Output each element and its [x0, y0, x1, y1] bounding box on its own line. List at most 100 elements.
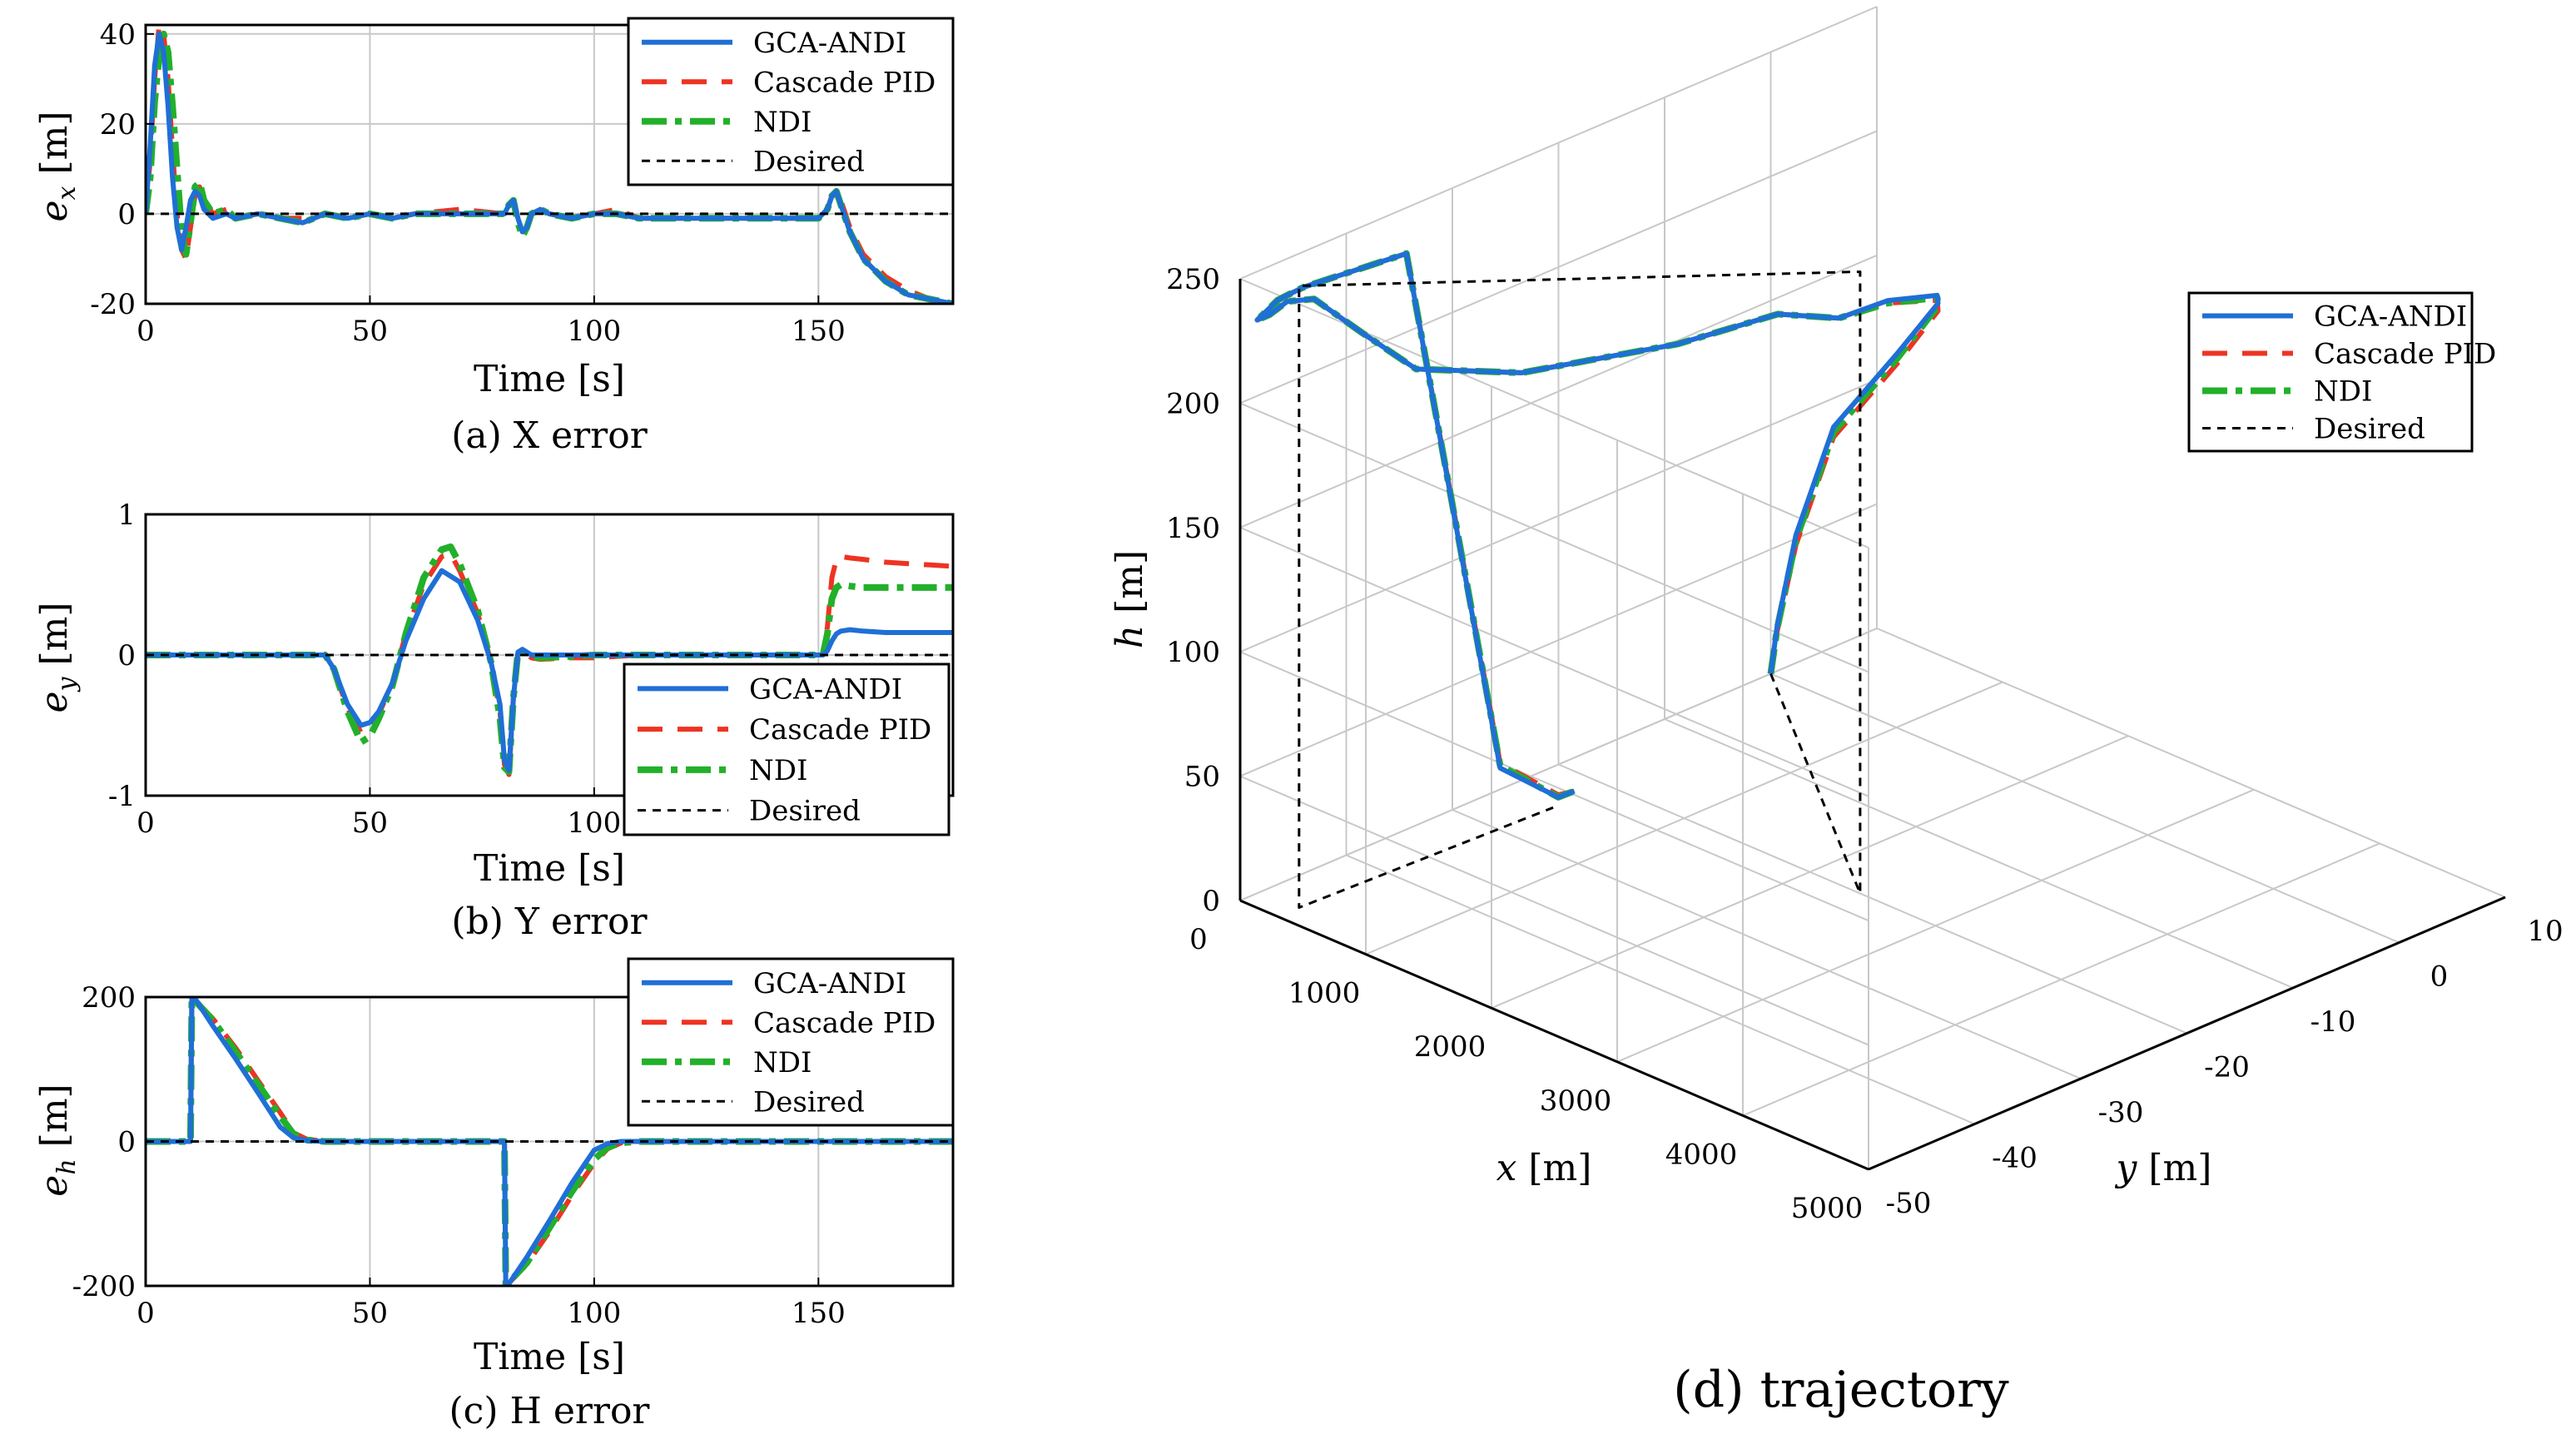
xtick-label: 100	[567, 806, 621, 840]
ytick-label-3d: -40	[1992, 1142, 2037, 1175]
grid-wall-yz	[1239, 6, 1878, 280]
series-line-gca-andi	[146, 31, 953, 304]
ytick-label: 20	[100, 108, 136, 141]
caption-x-error: (a) X error	[451, 414, 648, 457]
ytick-label: 40	[100, 18, 136, 52]
grid-wall-yz	[1239, 254, 1878, 528]
grid-wall-xz	[1239, 651, 1869, 922]
series-line-gca-andi	[146, 568, 953, 773]
legend-label: GCA-ANDI	[749, 672, 902, 706]
xtick-label: 50	[352, 806, 388, 840]
series-lines-h-error	[146, 997, 953, 1286]
legend-box	[2187, 291, 2474, 453]
grid-floor-y	[1770, 672, 2400, 944]
grid-wall-xz	[1239, 775, 1869, 1046]
legend-label: NDI	[749, 754, 807, 787]
ylabel-y-error: ey [m]	[33, 602, 82, 712]
caption-h-error: (c) H error	[449, 1390, 651, 1432]
xtick-label: 100	[567, 1297, 621, 1330]
ytick-label-3d: -50	[1886, 1187, 1932, 1220]
ztick-label-3d: 100	[1166, 636, 1220, 669]
grid-floor-y	[1664, 718, 2294, 989]
grid-wall-yz	[1239, 130, 1878, 404]
xtick-label: 0	[136, 315, 155, 348]
xtick-label: 150	[792, 315, 846, 348]
grid-wall-xz	[1239, 526, 1869, 797]
legend-label: GCA-ANDI	[753, 967, 906, 1000]
ztick-label-3d: 200	[1166, 387, 1220, 420]
grid-wall-yz	[1239, 379, 1878, 653]
legend-x-error: GCA-ANDI Cascade PID NDI Desired	[627, 17, 955, 186]
legend-box	[623, 662, 950, 836]
series-lines-x-error	[146, 25, 953, 304]
xtick-label: 0	[136, 806, 155, 840]
legend-label: NDI	[2314, 375, 2372, 409]
grid-wall-yz	[1239, 503, 1878, 777]
zlabel-3d: h [m]	[1109, 550, 1151, 648]
ytick-label-3d: -20	[2204, 1051, 2250, 1084]
xtick-label: 100	[567, 315, 621, 348]
ytick-label: -20	[90, 288, 136, 321]
legend-label: GCA-ANDI	[2314, 300, 2467, 334]
xtick-label: 50	[352, 1297, 388, 1330]
axis-x-line	[1239, 899, 1869, 1171]
ytick-label: -200	[72, 1270, 136, 1303]
xlabel-y-error: Time [s]	[474, 847, 625, 890]
ytick-label-3d: 0	[2430, 960, 2449, 994]
xtick-label: 0	[136, 1297, 155, 1330]
ytick-label-3d: -10	[2310, 1005, 2356, 1039]
grid-floor-y	[1876, 628, 2506, 898]
xtick-label-3d: 1000	[1288, 977, 1361, 1010]
ztick-label-3d: 0	[1202, 885, 1220, 918]
xtick-label-3d: 0	[1189, 923, 1208, 956]
trajectory-ndi	[1253, 250, 1942, 801]
legend-trajectory: GCA-ANDI Cascade PID NDI Desired	[2187, 291, 2496, 453]
axis-y-line	[1868, 896, 2506, 1171]
ytick-label: 0	[117, 639, 136, 672]
legend-label: Desired	[2314, 413, 2425, 446]
legend-label: Cascade PID	[2314, 338, 2496, 371]
ztick-label-3d: 50	[1184, 761, 1220, 794]
legend-label: Desired	[753, 145, 865, 178]
xlabel-x-error: Time [s]	[474, 358, 625, 400]
trajectory-gca-andi	[1254, 251, 1941, 800]
ytick-label: 0	[117, 1126, 136, 1159]
xtick-label: 50	[352, 315, 388, 348]
trajectory-desired	[1298, 270, 1862, 909]
xtick-label-3d: 3000	[1540, 1084, 1612, 1118]
series-lines-3d	[1253, 250, 1942, 909]
ytick-label-3d: -30	[2098, 1096, 2144, 1129]
ytick-label-3d: 10	[2527, 915, 2563, 948]
legend-y-error: GCA-ANDI Cascade PID NDI Desired	[623, 662, 950, 836]
legend-label: Cascade PID	[753, 66, 936, 99]
legend-label: Cascade PID	[753, 1006, 936, 1040]
xtick-label-3d: 4000	[1665, 1138, 1738, 1171]
legend-label: Desired	[749, 795, 861, 828]
ytick-label: 200	[82, 981, 136, 1015]
caption-y-error: (b) Y error	[451, 901, 648, 943]
xlabel-h-error: Time [s]	[474, 1336, 625, 1378]
legend-box	[627, 957, 955, 1127]
xtick-label: 150	[792, 1297, 846, 1330]
legend-label: NDI	[753, 106, 812, 139]
ytick-label: 0	[117, 198, 136, 231]
grid-floor-y	[1558, 763, 2187, 1035]
ylabel-h-error: eh [m]	[33, 1084, 82, 1196]
ztick-label-3d: 150	[1166, 512, 1220, 545]
xtick-label-3d: 2000	[1414, 1030, 1487, 1064]
legend-label: Desired	[753, 1085, 865, 1119]
grid-floor-y	[1452, 809, 2082, 1079]
legend-box	[627, 17, 955, 186]
ytick-label: 1	[117, 499, 136, 532]
legend-label: NDI	[753, 1046, 812, 1079]
legend-label: GCA-ANDI	[753, 27, 906, 60]
